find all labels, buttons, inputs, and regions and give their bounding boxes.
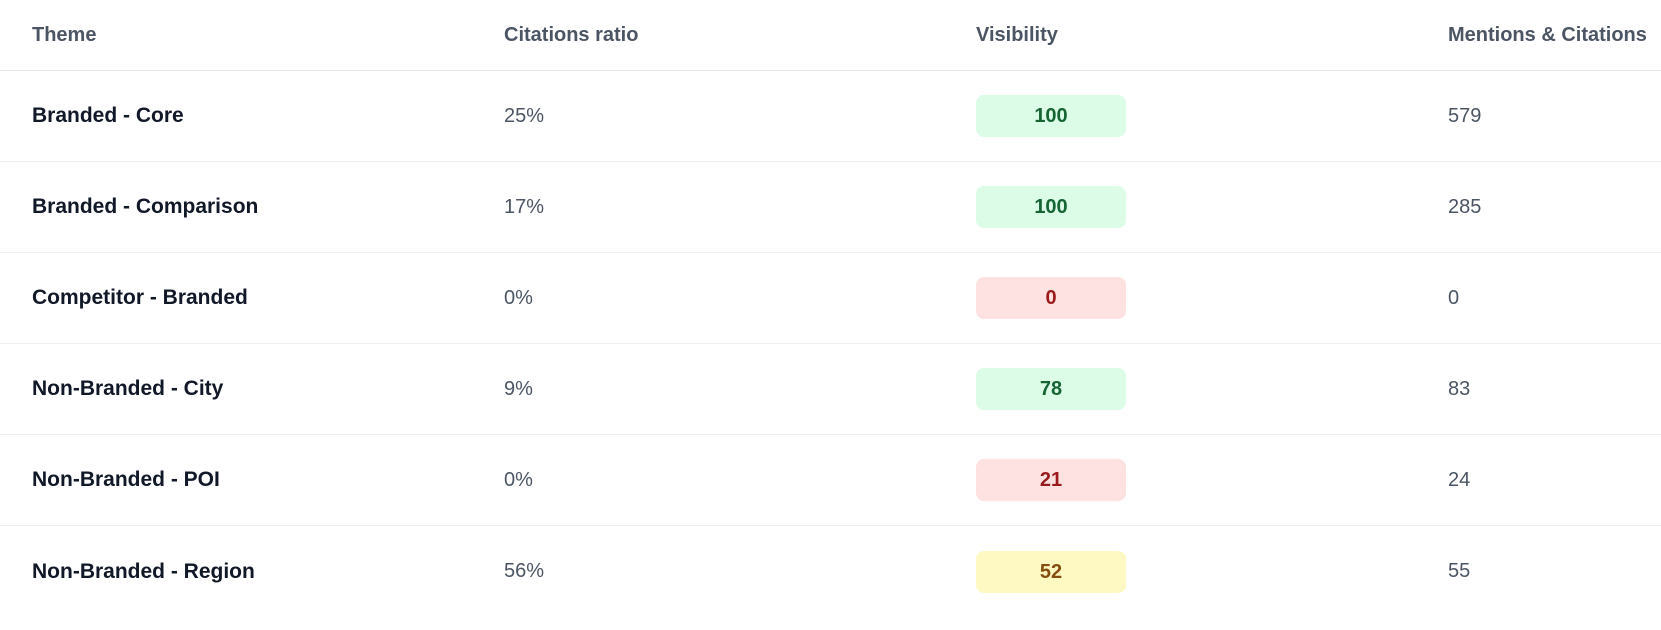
visibility-badge: 100 [976,95,1126,137]
table-row[interactable]: Non-Branded - City 9% 78 83 [0,344,1661,435]
citations-ratio: 25% [504,104,545,127]
citations-ratio: 17% [504,195,545,218]
table-row[interactable]: Competitor - Branded 0% 0 0 [0,253,1661,344]
mentions-citations: 579 [1448,104,1482,127]
column-header-citations-ratio[interactable]: Citations ratio [504,23,639,46]
mentions-citations: 285 [1448,195,1482,218]
mentions-citations: 55 [1448,560,1471,582]
mentions-citations: 0 [1448,286,1460,309]
table-header-row: Theme Citations ratio Visibility Mention… [0,0,1661,71]
visibility-badge: 78 [976,368,1126,410]
column-header-visibility[interactable]: Visibility [976,23,1058,46]
mentions-citations: 83 [1448,377,1471,400]
table-row[interactable]: Non-Branded - POI 0% 21 24 [0,435,1661,526]
mentions-citations: 24 [1448,468,1471,491]
theme-name: Competitor - Branded [32,286,248,309]
theme-name: Branded - Comparison [32,195,259,218]
themes-table: Theme Citations ratio Visibility Mention… [0,0,1661,617]
citations-ratio: 0% [504,286,533,309]
visibility-badge: 21 [976,459,1126,501]
theme-name: Non-Branded - Region [32,559,255,583]
theme-name: Non-Branded - City [32,377,224,400]
column-header-theme[interactable]: Theme [32,23,97,46]
visibility-badge: 52 [976,550,1126,593]
citations-ratio: 9% [504,377,533,400]
table-row[interactable]: Branded - Comparison 17% 100 285 [0,162,1661,253]
column-header-mentions-citations[interactable]: Mentions & Citations [1448,23,1647,46]
citations-ratio: 0% [504,468,533,491]
visibility-badge: 100 [976,186,1126,228]
table-row[interactable]: Branded - Core 25% 100 579 [0,71,1661,162]
table-row[interactable]: Non-Branded - Region 56% 52 55 [0,526,1661,617]
visibility-badge: 0 [976,277,1126,319]
theme-name: Branded - Core [32,104,184,127]
theme-name: Non-Branded - POI [32,468,220,491]
citations-ratio: 56% [504,560,545,582]
